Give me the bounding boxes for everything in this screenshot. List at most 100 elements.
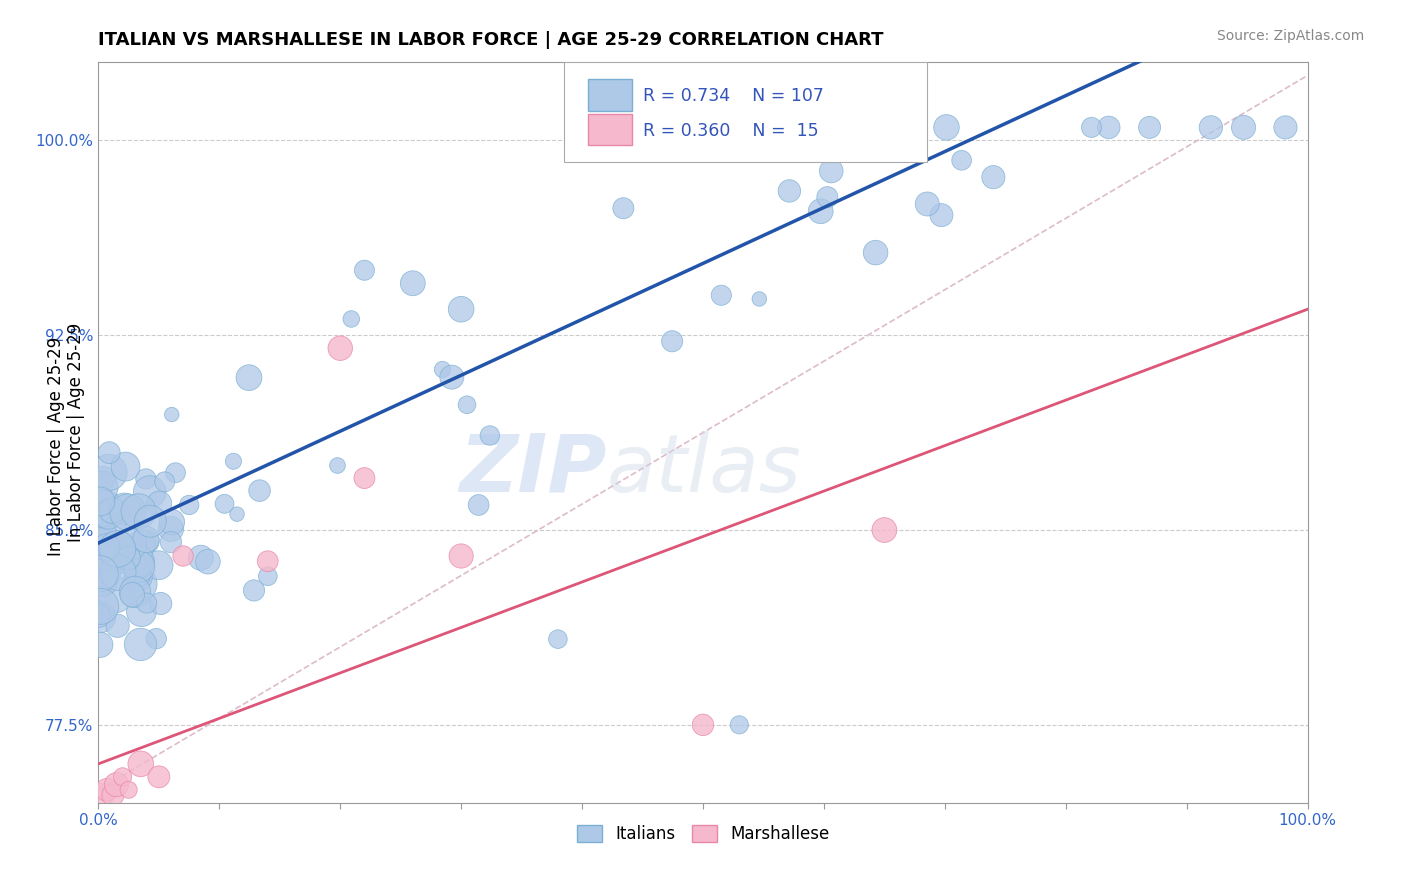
Point <box>124 585 146 599</box>
Point <box>326 458 349 473</box>
Point <box>886 129 908 144</box>
Point <box>661 334 683 349</box>
Point <box>160 535 183 549</box>
Point <box>97 508 120 522</box>
Text: atlas: atlas <box>606 431 801 508</box>
Point <box>124 553 146 567</box>
Point <box>222 454 245 468</box>
Point <box>1139 120 1161 135</box>
Point <box>160 408 183 422</box>
Point <box>89 494 111 508</box>
Point <box>94 526 117 541</box>
Point <box>935 120 957 135</box>
Point <box>136 534 159 549</box>
Point <box>440 370 463 384</box>
Point <box>353 471 375 485</box>
Point <box>249 483 271 498</box>
Point <box>160 515 183 529</box>
Point <box>728 718 751 732</box>
Point <box>456 398 478 412</box>
Point <box>127 555 149 569</box>
Point <box>107 619 129 633</box>
Point <box>131 605 153 619</box>
FancyBboxPatch shape <box>588 114 631 145</box>
Point <box>810 204 832 219</box>
Point <box>353 263 375 277</box>
Text: Source: ZipAtlas.com: Source: ZipAtlas.com <box>1216 29 1364 43</box>
Point <box>432 362 454 376</box>
Point <box>111 770 134 784</box>
Point <box>710 288 733 302</box>
Point <box>1080 120 1102 135</box>
Point <box>135 472 157 486</box>
FancyBboxPatch shape <box>588 79 631 111</box>
Text: ZIP: ZIP <box>458 431 606 508</box>
Point <box>129 537 152 551</box>
Point <box>256 569 278 583</box>
Point <box>96 782 118 797</box>
Point <box>101 788 124 802</box>
Point <box>873 523 896 537</box>
Point <box>128 504 150 518</box>
Point <box>748 292 770 306</box>
Point <box>820 164 842 178</box>
Point <box>160 522 183 536</box>
Point <box>931 208 953 222</box>
Point <box>950 153 973 168</box>
Point <box>98 466 121 480</box>
Point <box>114 459 136 474</box>
Point <box>135 533 157 547</box>
Point <box>547 632 569 647</box>
Point <box>612 201 634 215</box>
Point <box>917 197 939 211</box>
Point <box>145 632 167 646</box>
Point <box>1098 120 1121 135</box>
Point <box>778 184 800 198</box>
Point <box>1232 120 1254 135</box>
Point <box>128 570 150 584</box>
Point <box>90 509 112 524</box>
Point <box>129 756 152 771</box>
Point <box>803 145 825 159</box>
Point <box>226 507 249 521</box>
Point <box>478 428 501 442</box>
Point <box>118 782 141 797</box>
Point <box>329 341 352 355</box>
Point <box>104 549 127 564</box>
Point <box>340 312 363 326</box>
Point <box>107 566 129 580</box>
Point <box>121 588 143 602</box>
Point <box>105 541 128 556</box>
Point <box>243 583 266 598</box>
Point <box>179 498 201 512</box>
Point <box>93 575 115 590</box>
Point <box>148 558 170 573</box>
Point <box>135 596 157 610</box>
Point <box>98 445 121 459</box>
Point <box>692 718 714 732</box>
Point <box>89 566 111 581</box>
Point <box>865 245 887 260</box>
Legend: Italians, Marshallese: Italians, Marshallese <box>569 819 837 850</box>
Point <box>831 146 853 161</box>
Point <box>138 485 160 500</box>
Point <box>450 302 472 317</box>
Point <box>105 778 128 792</box>
Point <box>90 538 112 552</box>
Point <box>214 497 236 511</box>
Point <box>190 550 212 565</box>
Point <box>149 597 172 611</box>
Point <box>450 549 472 563</box>
Point <box>94 566 117 580</box>
Point <box>128 568 150 582</box>
Point <box>103 525 125 540</box>
Point <box>90 599 112 614</box>
Point <box>1274 120 1296 135</box>
Point <box>89 638 111 652</box>
Point <box>172 549 194 563</box>
Point <box>89 610 111 624</box>
Point <box>111 549 134 563</box>
Point <box>91 472 114 486</box>
Point <box>165 466 187 480</box>
Point <box>148 496 170 510</box>
